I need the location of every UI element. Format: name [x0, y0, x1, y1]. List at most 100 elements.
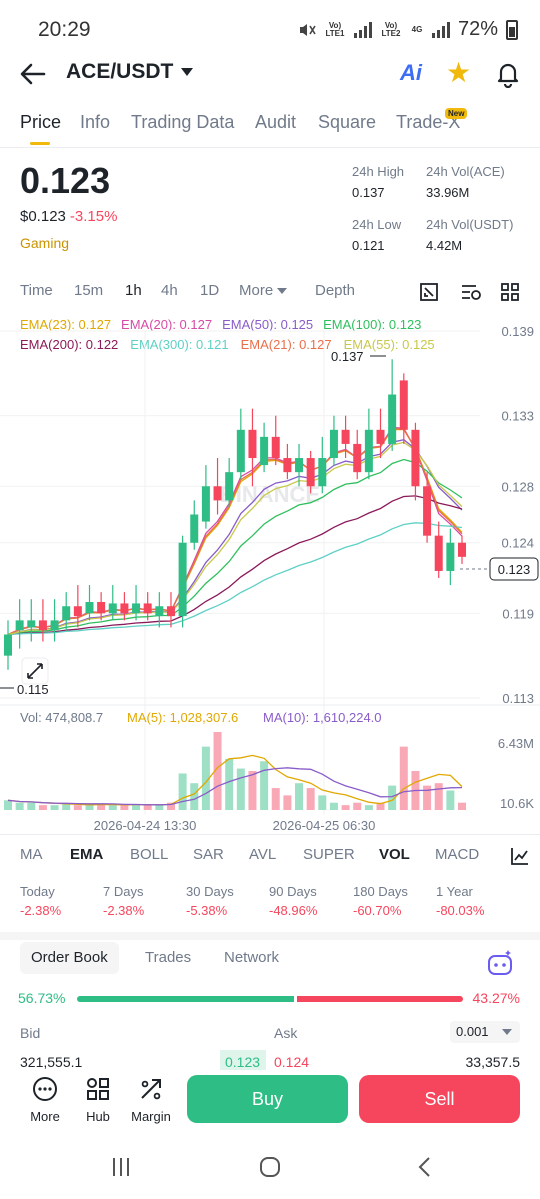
- candle: [120, 603, 129, 614]
- precision-select[interactable]: 0.001: [450, 1021, 520, 1043]
- category-tag[interactable]: Gaming: [20, 235, 70, 251]
- section-divider: [0, 932, 540, 940]
- indicator-ma[interactable]: MA: [20, 846, 43, 863]
- interval-more[interactable]: More: [239, 282, 288, 299]
- candle: [353, 443, 362, 473]
- divider: [0, 834, 540, 835]
- ema-legend-item: EMA(55): 0.125: [343, 337, 435, 352]
- back-arrow-icon[interactable]: [18, 60, 48, 88]
- high-value: 0.137: [352, 185, 385, 200]
- net2-label: Vo) LTE2: [381, 20, 401, 38]
- depth-tab[interactable]: Depth: [315, 282, 356, 299]
- indicator-super[interactable]: SUPER: [303, 846, 355, 863]
- perf-90d: 90 Days -48.96%: [269, 884, 317, 918]
- bid-percent: 56.73%: [18, 990, 66, 1006]
- interval-4h[interactable]: 4h: [161, 282, 178, 299]
- margin-button[interactable]: Margin: [128, 1076, 174, 1124]
- tab-order-book[interactable]: Order Book: [20, 942, 119, 974]
- candle: [27, 620, 36, 628]
- ema-line: [7, 438, 463, 636]
- interval-1d[interactable]: 1D: [200, 282, 220, 299]
- indicator-avl[interactable]: AVL: [249, 846, 277, 863]
- hub-label: Hub: [86, 1109, 110, 1124]
- tab-trading-data[interactable]: Trading Data: [131, 112, 235, 132]
- signal2-icon: [431, 21, 450, 38]
- tab-square[interactable]: Square: [318, 112, 377, 132]
- bell-icon[interactable]: [494, 60, 522, 88]
- perf-value: -80.03%: [436, 903, 485, 918]
- hub-button[interactable]: Hub: [75, 1076, 121, 1124]
- perf-value: -60.70%: [353, 903, 402, 918]
- ema-legend-item: EMA(21): 0.127: [240, 337, 332, 352]
- chart-settings-icon[interactable]: [460, 282, 482, 302]
- tab-price[interactable]: Price: [20, 112, 62, 132]
- ai-icon[interactable]: Ai: [400, 60, 422, 85]
- candle: [97, 602, 106, 614]
- tab-network[interactable]: Network: [224, 949, 280, 966]
- last-price: 0.123: [20, 160, 111, 201]
- ema-line: [7, 441, 463, 636]
- low-label: 24h Low: [352, 217, 402, 232]
- back-nav-icon[interactable]: [414, 1156, 436, 1178]
- interval-1h[interactable]: 1h: [125, 282, 142, 299]
- high-label: 24h High: [352, 164, 405, 179]
- indicator-settings-icon[interactable]: [510, 846, 530, 866]
- grid-icon[interactable]: [500, 282, 520, 302]
- tab-trade-x[interactable]: Trade-X: [396, 112, 461, 132]
- home-icon[interactable]: [259, 1156, 281, 1178]
- volume-ma-lines: [7, 754, 463, 806]
- bid-qty: 321,555.1: [20, 1054, 83, 1070]
- bid-ratio-bar: [77, 996, 294, 1002]
- volume-bar: [446, 790, 455, 810]
- vol-base-label: 24h Vol(ACE): [426, 164, 505, 179]
- volume-ma-line: [7, 767, 463, 806]
- ask-header: Ask: [274, 1025, 298, 1041]
- candle: [271, 436, 280, 459]
- ema-lines: [7, 426, 463, 636]
- volume-bar: [295, 783, 304, 810]
- indicator-macd[interactable]: MACD: [435, 846, 480, 863]
- candle: [178, 542, 187, 617]
- ema-legend-row-2: EMA(200): 0.122 EMA(300): 0.121 EMA(21): 0…: [20, 337, 435, 352]
- interval-time[interactable]: Time: [20, 282, 53, 299]
- performance-row: Today -2.38% 7 Days -2.38% 30 Days -5.38% 9…: [0, 884, 540, 924]
- tab-audit[interactable]: Audit: [255, 112, 297, 132]
- bid-depth-bar: [220, 1050, 266, 1070]
- chevron-down-icon: [181, 68, 194, 76]
- candle: [166, 606, 175, 617]
- more-label: More: [239, 282, 274, 299]
- more-button[interactable]: More: [22, 1076, 68, 1124]
- pair-selector[interactable]: ACE/USDT: [66, 60, 194, 84]
- fullscreen-icon[interactable]: [419, 282, 439, 302]
- perf-value: -2.38%: [103, 903, 145, 918]
- candle: [434, 535, 443, 571]
- indicator-boll[interactable]: BOLL: [130, 846, 169, 863]
- candle: [143, 603, 152, 614]
- ai-assistant-icon[interactable]: [484, 948, 516, 980]
- current-price-tag: [489, 557, 539, 581]
- ema-legend-item: EMA(100): 0.123: [323, 317, 422, 332]
- battery-icon: [506, 19, 518, 40]
- pair-title: ACE/USDT: [66, 60, 174, 83]
- volume-bar: [50, 805, 59, 810]
- star-icon[interactable]: ★: [446, 57, 472, 88]
- tab-trades[interactable]: Trades: [145, 949, 192, 966]
- perf-1y: 1 Year -80.03%: [436, 884, 484, 918]
- active-tab-indicator: [30, 142, 50, 145]
- candle: [283, 458, 292, 473]
- candles: [4, 359, 466, 670]
- candle: [236, 429, 245, 473]
- indicator-vol[interactable]: VOL: [379, 846, 410, 863]
- recent-apps-icon[interactable]: [110, 1156, 132, 1178]
- candle: [50, 620, 59, 631]
- vol-axis-bottom: 10.6K: [500, 796, 534, 811]
- tab-info[interactable]: Info: [80, 112, 111, 132]
- indicator-ema[interactable]: EMA: [70, 846, 104, 863]
- sell-button[interactable]: Sell: [359, 1075, 520, 1123]
- buy-button[interactable]: Buy: [187, 1075, 348, 1123]
- perf-value: -2.38%: [20, 903, 62, 918]
- ema-line: [7, 495, 463, 636]
- interval-15m[interactable]: 15m: [74, 282, 104, 299]
- indicator-sar[interactable]: SAR: [193, 846, 224, 863]
